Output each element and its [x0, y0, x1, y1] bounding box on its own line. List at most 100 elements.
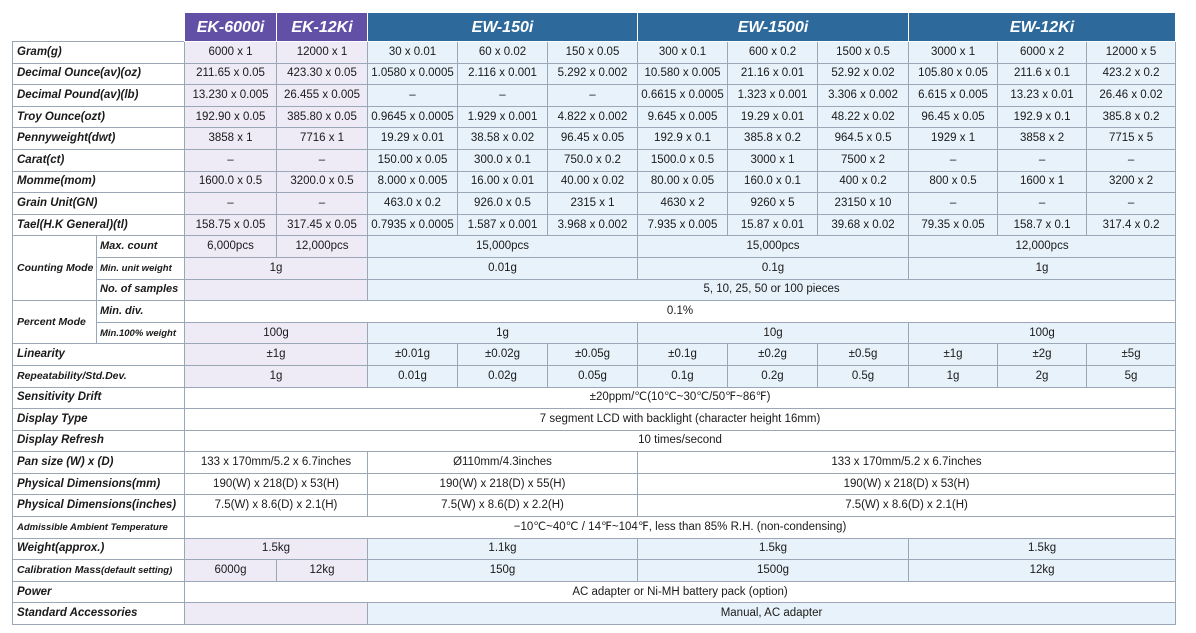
unit-value-cell: 7716 x 1 — [276, 127, 368, 150]
unit-value-cell: 400 x 0.2 — [816, 170, 910, 194]
dims-mm-ew-large: 190(W) x 218(D) x 53(H) — [636, 472, 1177, 496]
dims-mm-row: Physical Dimensions(mm) 190(W) x 218(D) … — [12, 472, 1177, 496]
unit-value-cell: – — [1086, 192, 1177, 215]
display-type-row: Display Type 7 segment LCD with backligh… — [12, 408, 1177, 431]
unit-row-label: Decimal Pound(av)(lb) — [12, 84, 185, 107]
linearity-value: ±1g — [908, 343, 999, 366]
unit-row-label: Tael(H.K General)(tl) — [12, 213, 185, 237]
repeatability-ek: 1g — [184, 364, 368, 388]
pan-size-ew150i: Ø110mm/4.3inches — [367, 451, 638, 474]
display-type-value: 7 segment LCD with backlight (character … — [183, 408, 1177, 431]
unit-value-cell: 48.22 x 0.02 — [816, 105, 910, 129]
unit-value-cell: 3200 x 2 — [1086, 170, 1177, 194]
unit-value-cell: 211.65 x 0.05 — [184, 62, 277, 86]
dims-mm-ek: 190(W) x 218(D) x 53(H) — [184, 472, 368, 496]
min-weight-ew1500i: 10g — [636, 321, 910, 345]
unit-value-cell: 423.30 x 0.05 — [276, 62, 368, 86]
unit-value-cell: 40.00 x 0.02 — [547, 170, 638, 194]
unit-value-cell: 12000 x 1 — [276, 41, 368, 64]
max-count-ew1500i: 15,000pcs — [636, 235, 910, 258]
unit-value-cell: 463.0 x 0.2 — [367, 192, 458, 215]
unit-value-cell: – — [184, 148, 277, 172]
repeatability-value: 0.2g — [727, 364, 818, 388]
unit-value-cell: 300.0 x 0.1 — [457, 148, 548, 172]
repeatability-value: 0.05g — [547, 364, 638, 388]
max-count-ek12ki: 12,000pcs — [276, 235, 368, 258]
unit-value-cell: – — [1086, 148, 1177, 172]
spec-table: EK-6000i EK-12Ki EW-150i EW-1500i EW-12K… — [12, 12, 1177, 626]
unit-value-cell: 60 x 0.02 — [457, 41, 548, 64]
counting-max-count-row: Counting Mode Max. count 6,000pcs 12,000… — [12, 235, 1177, 302]
sensitivity-value: ±20ppm/℃(10℃~30℃/50℉~86℉) — [183, 386, 1177, 410]
unit-value-cell: – — [997, 192, 1088, 215]
unit-row-label: Gram(g) — [12, 41, 185, 64]
weight-label: Weight(approx.) — [12, 537, 185, 561]
unit-value-cell: 7500 x 2 — [816, 148, 910, 172]
percent-min-weight-row: Min.100% weight 100g 1g 10g 100g — [13, 321, 1177, 345]
min-unit-ew1500i: 0.1g — [636, 256, 910, 280]
unit-value-cell: 23150 x 10 — [816, 192, 910, 215]
unit-value-cell: 79.35 x 0.05 — [908, 213, 999, 237]
ambient-label: Admissible Ambient Temperature — [12, 516, 185, 539]
unit-value-cell: – — [457, 84, 548, 107]
unit-value-cell: 1.929 x 0.001 — [457, 105, 548, 129]
unit-value-cell: 26.46 x 0.02 — [1086, 84, 1177, 107]
unit-value-cell: 3.306 x 0.002 — [816, 84, 910, 107]
unit-value-cell: 6.615 x 0.005 — [908, 84, 999, 107]
counting-min-unit-row: Min. unit weight 1g 0.01g 0.1g 1g — [13, 256, 1177, 280]
unit-value-cell: – — [276, 148, 368, 172]
unit-value-cell: 1.0580 x 0.0005 — [367, 62, 458, 86]
pan-size-row: Pan size (W) x (D) 133 x 170mm/5.2 x 6.7… — [12, 451, 1177, 474]
unit-row-label: Pennyweight(dwt) — [12, 127, 185, 150]
weight-ew150i: 1.1kg — [367, 537, 638, 561]
unit-value-cell: 3.968 x 0.002 — [547, 213, 638, 237]
unit-value-cell: 1500.0 x 0.5 — [637, 148, 728, 172]
min-div-label: Min. div. — [96, 300, 185, 323]
calibration-label: Calibration Mass(default setting) — [12, 559, 185, 582]
min-div-value: 0.1% — [183, 300, 1177, 323]
unit-value-cell: – — [908, 192, 999, 215]
percent-mode-label: Percent Mode — [12, 300, 97, 345]
unit-row-label: Grain Unit(GN) — [12, 192, 185, 215]
repeatability-value: 1g — [908, 364, 999, 388]
unit-value-cell: 1.587 x 0.001 — [457, 213, 548, 237]
unit-value-cell: 600 x 0.2 — [727, 41, 818, 64]
calibration-label-main: Calibration Mass — [17, 564, 102, 577]
calibration-label-sub: (default setting) — [101, 565, 173, 577]
percent-min-div-row: Percent Mode Min. div. 0.1% — [12, 300, 1177, 345]
unit-row-label: Decimal Ounce(av)(oz) — [12, 62, 185, 86]
min-unit-ew12ki: 1g — [908, 256, 1177, 280]
unit-value-cell: 3858 x 1 — [184, 127, 277, 150]
display-refresh-row: Display Refresh 10 times/second — [12, 429, 1177, 453]
unit-value-cell: 9.645 x 0.005 — [637, 105, 728, 129]
unit-value-cell: 423.2 x 0.2 — [1086, 62, 1177, 86]
model-header-row: EK-6000i EK-12Ki EW-150i EW-1500i EW-12K… — [12, 12, 1177, 42]
min-weight-label: Min.100% weight — [96, 321, 185, 345]
repeatability-value: 2g — [997, 364, 1088, 388]
unit-value-cell: 8.000 x 0.005 — [367, 170, 458, 194]
unit-value-cell: 26.455 x 0.005 — [276, 84, 368, 107]
min-unit-ek: 1g — [184, 256, 368, 280]
unit-value-cell: 385.8 x 0.2 — [727, 127, 818, 150]
unit-value-cell: 964.5 x 0.5 — [816, 127, 910, 150]
unit-value-cell: 150 x 0.05 — [547, 41, 638, 64]
samples-ek-cell — [184, 278, 368, 302]
unit-row: Decimal Pound(av)(lb) 13.230 x 0.005 26.45… — [12, 84, 1177, 107]
unit-value-cell: 192.90 x 0.05 — [184, 105, 277, 129]
calibration-ek6000i: 6000g — [184, 559, 277, 582]
min-unit-ew150i: 0.01g — [367, 256, 638, 280]
sensitivity-row: Sensitivity Drift ±20ppm/℃(10℃~30℃/50℉~8… — [12, 386, 1177, 410]
unit-value-cell: 1929 x 1 — [908, 127, 999, 150]
repeatability-value: 0.01g — [367, 364, 458, 388]
repeatability-value: 0.5g — [816, 364, 910, 388]
model-ek12ki-header: EK-12Ki — [276, 12, 368, 42]
dims-mm-label: Physical Dimensions(mm) — [12, 472, 185, 496]
unit-row: Momme(mom) 1600.0 x 0.5 3200.0 x 0.5 8.000 … — [12, 170, 1177, 194]
unit-value-cell: 96.45 x 0.05 — [908, 105, 999, 129]
calibration-ew150i: 150g — [367, 559, 638, 582]
unit-value-cell: 7715 x 5 — [1086, 127, 1177, 150]
unit-value-cell: 52.92 x 0.02 — [816, 62, 910, 86]
model-ek6000i-header: EK-6000i — [184, 12, 277, 42]
accessories-row: Standard Accessories Manual, AC adapter — [12, 602, 1177, 626]
unit-value-cell: 16.00 x 0.01 — [457, 170, 548, 194]
